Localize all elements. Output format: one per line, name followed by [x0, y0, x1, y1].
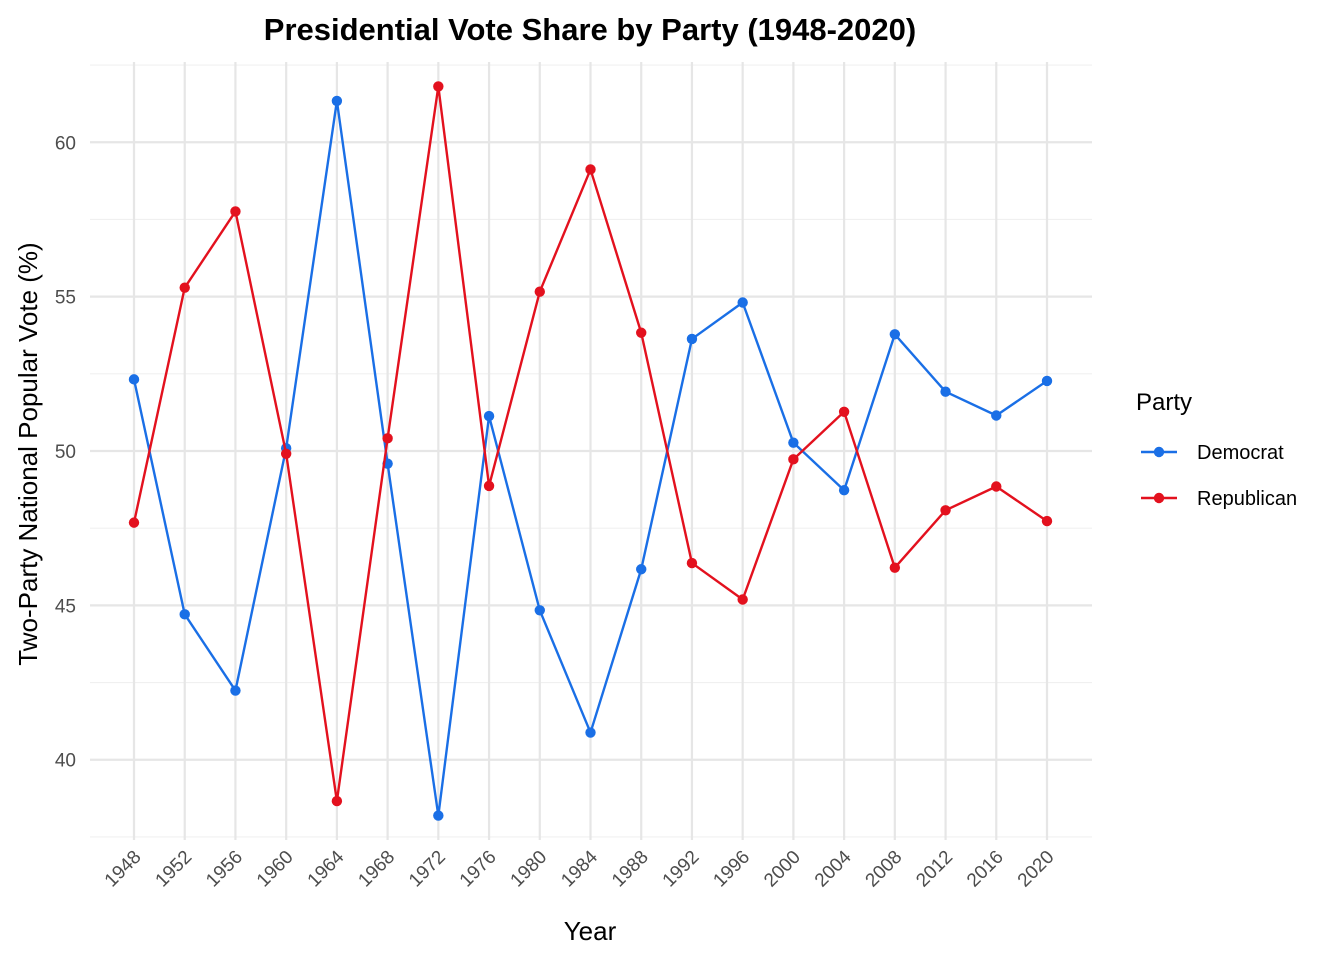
legend-item-democrat: Democrat — [1141, 442, 1284, 464]
republican-point — [534, 286, 545, 297]
republican-point — [991, 481, 1002, 492]
legend: Party Democrat Republican — [1136, 389, 1297, 510]
democrat-point — [788, 437, 799, 448]
x-axis-title: Year — [564, 916, 617, 946]
democrat-point — [230, 685, 241, 696]
y-tick-label: 50 — [55, 442, 76, 463]
democrat-point — [991, 410, 1002, 421]
republican-point — [788, 454, 799, 465]
democrat-point — [585, 727, 596, 738]
republican-series — [128, 81, 1053, 807]
democrat-point — [331, 95, 343, 107]
republican-point — [331, 795, 343, 807]
legend-key-point — [1153, 492, 1165, 504]
democrat-point — [483, 410, 495, 422]
republican-point — [636, 327, 647, 338]
republican-point — [280, 448, 292, 459]
legend-label: Republican — [1197, 488, 1297, 510]
legend-item-republican: Republican — [1141, 488, 1297, 510]
democrat-point — [636, 564, 647, 575]
legend-items: Democrat Republican — [1141, 442, 1297, 510]
republican-point — [940, 505, 951, 516]
chart-title: Presidential Vote Share by Party (1948-2… — [264, 12, 916, 47]
legend-key-point — [1153, 446, 1165, 458]
republican-point — [686, 557, 698, 569]
y-tick-label: 45 — [55, 596, 76, 617]
gridlines — [90, 62, 1092, 840]
democrat-point — [889, 329, 901, 340]
democrat-point — [838, 485, 850, 496]
y-axis-title: Two-Party National Popular Vote (%) — [13, 242, 43, 665]
democrat-point — [940, 386, 951, 397]
y-tick-label: 55 — [55, 288, 76, 309]
y-axis-ticks: 40 45 50 55 60 — [55, 133, 76, 771]
republican-point — [179, 282, 190, 293]
republican-point — [382, 433, 393, 444]
democrat-point — [737, 297, 748, 308]
legend-title: Party — [1136, 389, 1192, 416]
republican-point — [889, 562, 901, 573]
democrat-point — [534, 605, 545, 616]
republican-point — [585, 164, 596, 175]
republican-point — [128, 517, 140, 528]
y-tick-label: 40 — [55, 751, 76, 772]
legend-label: Democrat — [1197, 442, 1284, 464]
democrat-point — [179, 609, 190, 620]
republican-point — [230, 206, 241, 217]
republican-point — [737, 594, 748, 605]
y-tick-label: 60 — [55, 133, 76, 154]
democrat-point — [128, 374, 140, 385]
data-series — [128, 81, 1053, 821]
democrat-point — [433, 810, 444, 821]
republican-point — [483, 480, 495, 492]
republican-point — [433, 81, 444, 92]
republican-point — [1041, 515, 1053, 527]
democrat-point — [1041, 375, 1053, 387]
republican-point — [838, 406, 850, 417]
democrat-point — [686, 333, 698, 345]
